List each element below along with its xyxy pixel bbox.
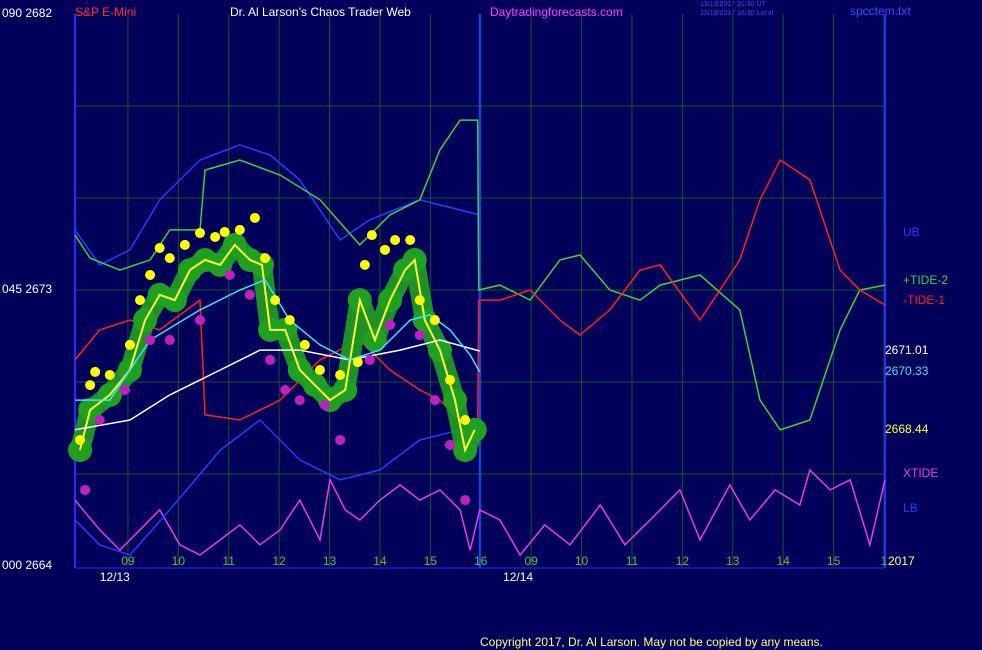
copyright: Copyright 2017, Dr. Al Larson. May not b…: [480, 635, 823, 649]
price-dot: [284, 315, 295, 326]
price-dot: [429, 395, 440, 406]
series-line: [74, 468, 886, 557]
y-tick-label: 000 2664: [2, 558, 52, 572]
price-dot: [195, 227, 206, 238]
x-tick-label: 13: [726, 554, 740, 568]
price-dot: [359, 259, 370, 270]
legend-label: LB: [903, 501, 918, 515]
price-dot: [179, 239, 190, 250]
y-tick-label: 045 2673: [2, 282, 52, 296]
price-dot: [195, 315, 206, 326]
price-dot: [294, 395, 305, 406]
price-dot: [390, 235, 401, 246]
price-dot: [104, 369, 115, 380]
price-dot: [414, 295, 425, 306]
series-line: [79, 243, 476, 454]
series-line: [75, 278, 481, 401]
price-dot: [164, 334, 175, 345]
x-tick-label: 15: [827, 554, 841, 568]
price-dot: [280, 384, 291, 395]
x-tick-label: 10: [575, 554, 589, 568]
price-dot: [429, 315, 440, 326]
price-dot: [352, 357, 363, 368]
price-dot: [299, 339, 310, 350]
price-dot: [260, 253, 271, 264]
series-line: [74, 119, 886, 431]
chart-title: Dr. Al Larson's Chaos Trader Web: [230, 5, 411, 19]
price-dot: [364, 354, 375, 365]
day-label: 12/14: [503, 570, 533, 584]
series-line: [74, 144, 480, 266]
price-dot: [234, 224, 245, 235]
price-dot: [154, 242, 165, 253]
x-tick-label: 09: [524, 554, 538, 568]
x-tick-label: 12: [272, 554, 286, 568]
series-line: [74, 339, 480, 431]
series-line: [74, 419, 480, 556]
price-dot: [85, 380, 96, 391]
x-tick-label: 11: [626, 554, 639, 568]
end-value-label: 2671.01: [885, 343, 929, 357]
price-dot: [270, 295, 281, 306]
price-dot: [314, 365, 325, 376]
x-tick-label: 15: [424, 554, 438, 568]
x-tick-label: 1: [881, 554, 888, 568]
price-dot: [219, 227, 230, 238]
x-tick-label: 14: [373, 554, 387, 568]
price-dot: [460, 415, 471, 426]
legend-label: +TIDE-2: [903, 273, 948, 287]
price-dot: [320, 400, 331, 410]
price-dot: [335, 434, 346, 445]
price-dot: [335, 369, 346, 380]
legend-label: -TIDE-1: [903, 293, 945, 307]
x-tick-label: 12: [676, 554, 690, 568]
x-tick-label: 14: [777, 554, 791, 568]
legend-label: XTIDE: [903, 466, 938, 480]
legend-label: UB: [903, 225, 920, 239]
price-dot: [366, 230, 377, 241]
price-dot: [145, 269, 156, 280]
price-dot: [94, 415, 105, 426]
price-dot: [224, 269, 235, 280]
x-tick-label: 16: [474, 554, 488, 568]
price-dot: [119, 384, 130, 395]
price-dot: [379, 244, 390, 255]
timestamp: 12/13/2017 16:30 Local: [700, 10, 774, 17]
price-dot: [75, 434, 86, 445]
instrument: S&P E-Mini: [75, 5, 136, 19]
price-dot: [385, 319, 396, 330]
price-dot: [90, 366, 101, 377]
x-tick-label: 10: [172, 554, 186, 568]
x-tick-label: 13: [323, 554, 337, 568]
end-value-label: 2670.33: [885, 364, 929, 378]
end-value-label: 2668.44: [885, 422, 929, 436]
price-dot: [135, 295, 146, 306]
x-tick-label: 09: [121, 554, 135, 568]
file-name: spcctem.txt: [850, 4, 911, 18]
year-label: 2017: [888, 554, 915, 568]
price-dot: [414, 330, 425, 341]
price-dot: [445, 439, 456, 450]
price-dot: [445, 374, 456, 385]
series-line: [74, 158, 886, 432]
price-dot: [244, 289, 255, 300]
y-tick-label: 090 2682: [2, 6, 52, 20]
price-dot: [460, 495, 471, 506]
day-label: 12/13: [100, 570, 130, 584]
website: Daytradingforecasts.com: [490, 5, 623, 19]
price-dot: [124, 339, 135, 350]
timestamp: 12/13/2017 21:30 UT: [700, 1, 766, 8]
price-dot: [405, 235, 416, 246]
price-dot: [249, 212, 260, 223]
price-dot: [164, 253, 175, 264]
price-dot: [265, 354, 276, 365]
price-dot: [210, 231, 221, 242]
x-tick-label: 11: [222, 554, 235, 568]
price-dot: [145, 334, 156, 345]
price-dot: [80, 484, 91, 495]
